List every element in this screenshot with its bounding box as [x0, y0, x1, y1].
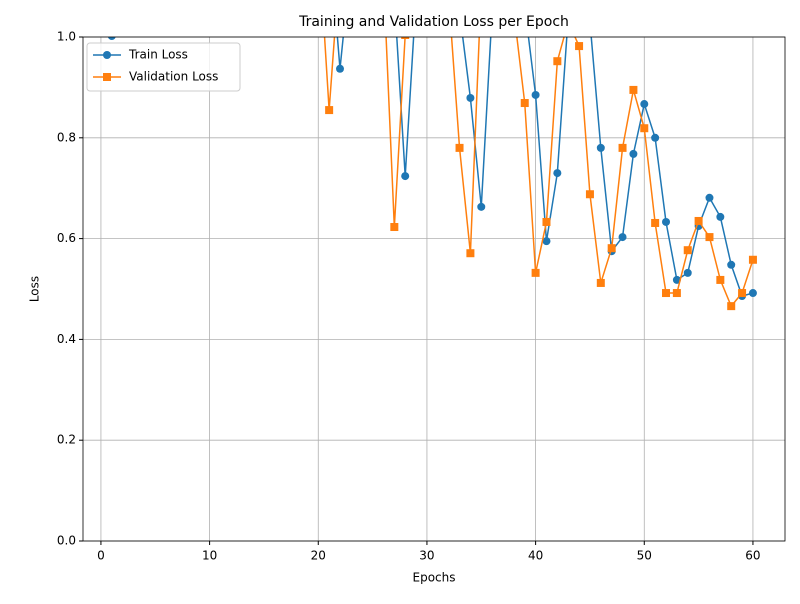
marker: [596, 143, 605, 152]
marker: [510, 0, 518, 1]
marker: [585, 190, 594, 199]
marker: [738, 289, 747, 298]
plot-frame: [82, 36, 786, 542]
series-line: [323, 37, 754, 308]
marker: [466, 93, 475, 102]
marker: [401, 172, 410, 181]
marker: [553, 169, 562, 178]
marker: [651, 218, 660, 227]
marker: [694, 216, 703, 225]
legend-label: Train Loss: [128, 48, 188, 62]
y-axis-label: Loss: [28, 276, 42, 302]
x-tick-label: 30: [419, 549, 434, 563]
x-tick-label: 10: [202, 549, 217, 563]
marker: [607, 244, 616, 253]
chart-title: Training and Validation Loss per Epoch: [298, 14, 569, 30]
y-tick-label: 0.2: [57, 433, 76, 447]
y-tick-label: 1.0: [57, 30, 76, 44]
marker: [336, 64, 345, 73]
marker: [716, 275, 725, 284]
marker: [103, 51, 111, 59]
y-tick-label: 0.0: [57, 534, 76, 548]
y-tick-label: 0.6: [57, 231, 76, 245]
marker: [705, 233, 714, 242]
marker: [618, 233, 627, 242]
marker: [618, 143, 627, 152]
marker: [531, 268, 540, 277]
marker: [672, 289, 681, 298]
marker: [575, 8, 583, 16]
legend: Train Loss Validation Loss: [86, 42, 241, 92]
marker: [683, 246, 692, 255]
marker: [390, 0, 398, 1]
marker: [412, 0, 420, 1]
marker: [629, 85, 638, 94]
series-line: [336, 37, 754, 297]
marker: [727, 302, 736, 311]
marker: [542, 237, 551, 246]
marker: [662, 289, 671, 298]
x-tick-label: 20: [311, 549, 326, 563]
marker: [748, 255, 757, 264]
marker: [662, 217, 671, 226]
grid: [83, 36, 785, 542]
marker: [672, 275, 681, 284]
marker: [716, 212, 725, 221]
marker: [553, 57, 562, 66]
marker: [748, 289, 757, 298]
x-tick-label: 50: [637, 549, 652, 563]
marker: [521, 3, 529, 11]
marker: [596, 278, 605, 287]
marker: [445, 0, 453, 1]
marker: [640, 100, 649, 109]
x-tick-label: 60: [745, 549, 760, 563]
marker: [325, 106, 334, 115]
marker: [466, 249, 475, 258]
marker: [455, 143, 464, 152]
marker: [651, 133, 660, 142]
legend-label: Validation Loss: [129, 70, 218, 84]
marker: [575, 42, 584, 51]
marker: [586, 18, 594, 26]
x-tick-label: 40: [528, 549, 543, 563]
marker: [401, 37, 410, 39]
marker: [390, 223, 399, 232]
marker: [683, 268, 692, 277]
y-tick-label: 0.8: [57, 130, 76, 144]
x-axis-label: Epochs: [413, 571, 456, 585]
marker: [640, 124, 649, 133]
legend-box: [86, 42, 241, 92]
marker: [520, 99, 529, 108]
marker: [531, 90, 540, 99]
y-tick-label: 0.4: [57, 332, 76, 346]
marker: [107, 37, 116, 40]
marker: [477, 202, 486, 211]
marker: [705, 193, 714, 202]
marker: [629, 149, 638, 158]
plot-area: [107, 0, 757, 311]
x-tick-label: 0: [97, 549, 105, 563]
marker: [103, 73, 111, 81]
marker: [542, 217, 551, 226]
marker: [727, 260, 736, 269]
marker: [499, 0, 507, 1]
